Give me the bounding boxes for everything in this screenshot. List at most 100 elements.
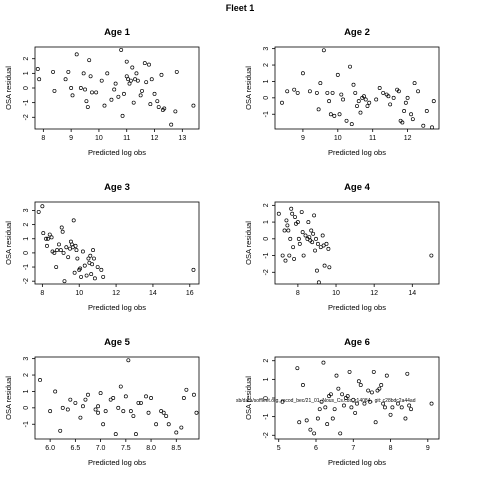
data-point [144, 394, 148, 399]
x-tick-label: 8 [41, 135, 45, 142]
data-point [35, 67, 40, 71]
data-point [292, 256, 297, 261]
x-tick-label: 14 [408, 290, 416, 297]
y-tick-label: 0 [23, 406, 30, 410]
data-point [194, 410, 199, 415]
data-point [116, 405, 121, 410]
data-point [63, 77, 68, 82]
data-point [84, 273, 89, 278]
data-point [72, 270, 77, 275]
data-point [142, 61, 147, 66]
plot-frame [34, 46, 200, 130]
data-point [297, 420, 302, 425]
data-point [337, 112, 342, 117]
y-tick-label: 1 [23, 389, 30, 393]
data-point [431, 99, 436, 104]
data-point [105, 71, 110, 76]
data-point [328, 392, 333, 397]
y-tick-label: -1 [263, 111, 270, 117]
figure-title: Fleet 1 [226, 3, 255, 13]
panel-title: Age 1 [104, 27, 131, 38]
data-point [402, 109, 407, 113]
data-point [174, 430, 179, 435]
data-point [156, 105, 161, 109]
data-point [306, 220, 311, 225]
data-point [181, 396, 186, 400]
data-point [280, 399, 285, 404]
data-point [57, 242, 61, 247]
y-tick-label: 1 [23, 71, 30, 75]
data-point [327, 265, 332, 270]
data-point [349, 405, 354, 410]
data-point [330, 90, 335, 95]
data-point [78, 266, 83, 271]
data-point [340, 392, 345, 397]
data-point [101, 274, 106, 279]
plot-frame [34, 356, 200, 440]
data-point [147, 62, 151, 67]
data-point [295, 220, 300, 225]
data-point [421, 123, 426, 128]
data-point [61, 250, 66, 255]
data-point [36, 209, 41, 214]
plot-frame [274, 46, 440, 130]
data-point [40, 204, 45, 209]
x-axis-title: Predicted log obs [88, 148, 146, 157]
y-tick-label: 2 [263, 203, 270, 207]
data-point [64, 245, 69, 250]
panel-age-6: Age 6 Predicted log obs OSA residual 5 6 7 8 9 -… [244, 337, 440, 467]
data-point [37, 77, 42, 82]
data-point [128, 409, 133, 414]
data-point [74, 248, 79, 253]
data-point [283, 258, 288, 263]
y-tick-label: -1 [263, 252, 270, 258]
data-point [355, 104, 359, 108]
y-tick-label: -1 [263, 413, 270, 419]
y-tick-label: 0 [263, 237, 270, 241]
data-point [102, 103, 107, 108]
data-point [342, 403, 346, 408]
x-tick-label: 8 [296, 290, 300, 297]
data-point [83, 397, 88, 402]
x-axis-title: Predicted log obs [88, 303, 146, 312]
data-point [297, 241, 302, 246]
data-point [146, 410, 151, 415]
y-axis-title: OSA residual [244, 376, 253, 420]
y-tick-label: -2 [263, 432, 270, 438]
data-point [91, 248, 95, 253]
data-point [70, 93, 75, 98]
data-point [403, 416, 408, 421]
data-point [388, 102, 393, 107]
data-point [128, 78, 133, 83]
data-point [424, 109, 429, 113]
data-point [362, 401, 367, 406]
data-point [60, 229, 65, 234]
data-point [400, 120, 405, 125]
data-point [325, 90, 330, 95]
data-point [54, 265, 59, 269]
data-point [88, 253, 93, 258]
data-point [133, 432, 138, 437]
data-point [58, 428, 63, 433]
data-point [363, 97, 368, 102]
data-point [345, 394, 350, 399]
data-point [66, 255, 71, 260]
data-point [101, 422, 106, 427]
data-point [73, 243, 78, 248]
data-point [103, 409, 108, 414]
x-tick-label: 8.5 [171, 445, 181, 452]
data-point [118, 384, 123, 389]
plot-frame [274, 201, 440, 285]
data-point [374, 97, 379, 102]
data-point [407, 403, 412, 408]
data-point [321, 48, 326, 53]
data-point [289, 206, 294, 211]
data-point [327, 99, 332, 104]
data-point [113, 432, 118, 437]
data-point [334, 373, 339, 378]
data-point [405, 371, 410, 376]
data-point [326, 246, 331, 251]
data-point [373, 420, 378, 425]
x-tick-label: 13 [178, 135, 186, 142]
